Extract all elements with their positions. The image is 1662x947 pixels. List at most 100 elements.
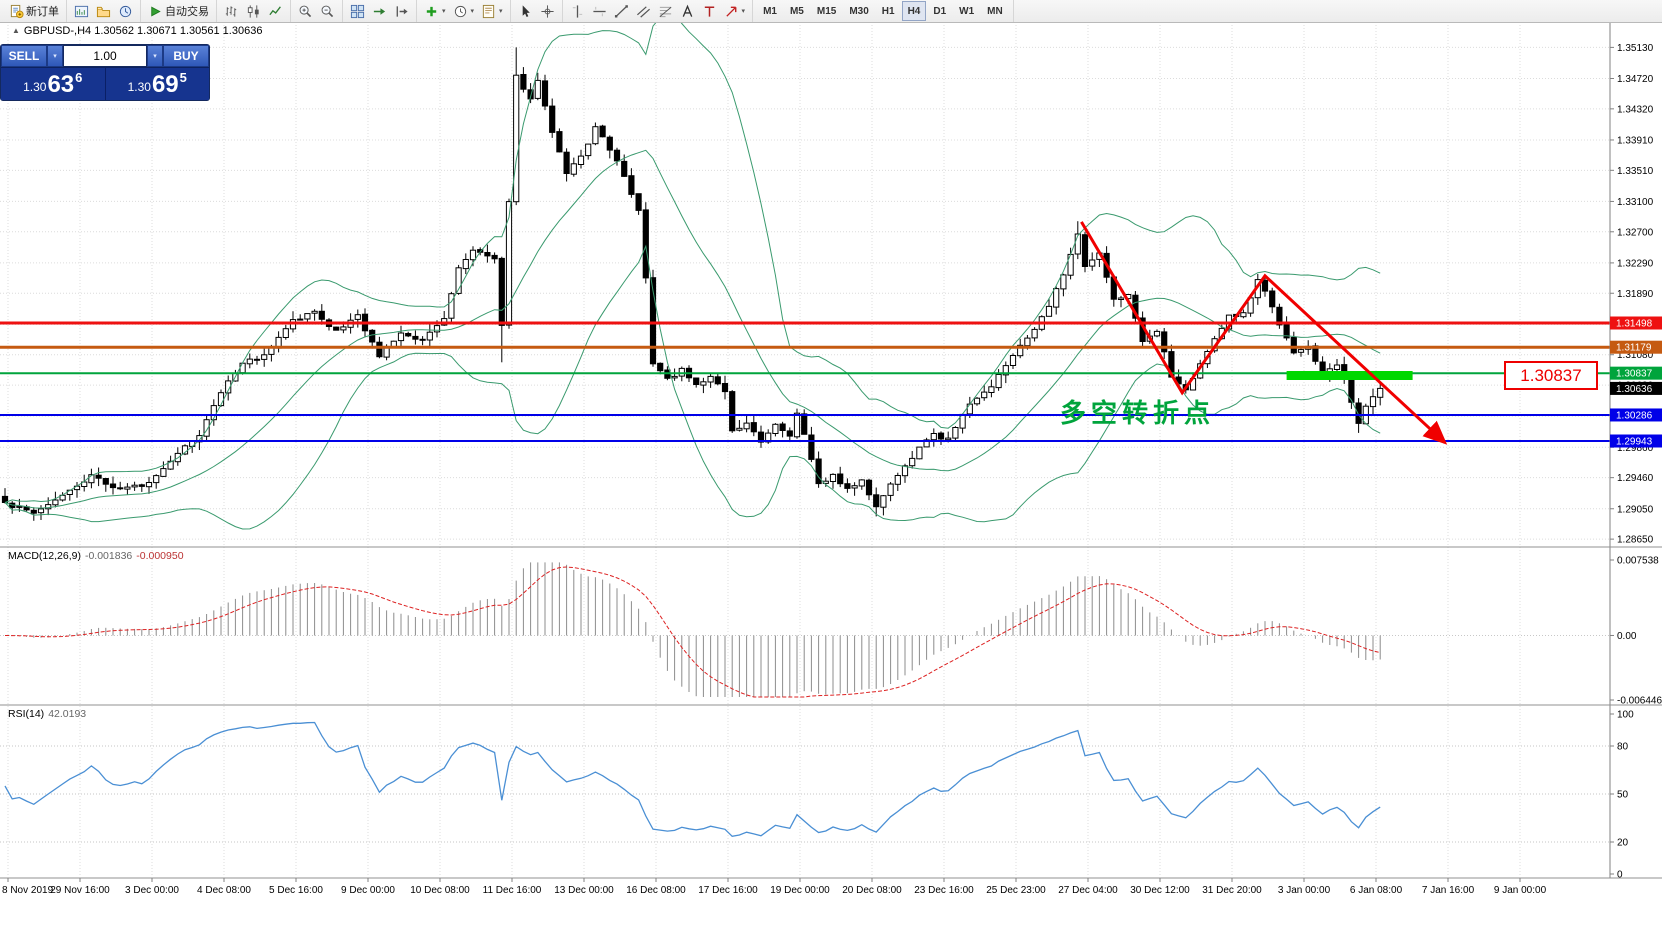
timeframe-w1[interactable]: W1 [953, 1, 980, 21]
sell-price-display[interactable]: 1.30 63 6 [1, 68, 105, 100]
autotrading-button[interactable]: 自动交易 [145, 1, 212, 21]
cursor-button[interactable] [515, 1, 536, 21]
lot-size-input[interactable] [63, 45, 147, 67]
time-tick-label: 7 Jan 16:00 [1422, 885, 1475, 896]
label-button[interactable] [699, 1, 720, 21]
candles [1, 47, 1384, 521]
caret-down-icon: ▾ [741, 8, 746, 15]
auto-scroll-button[interactable] [369, 1, 390, 21]
toolbar-group [67, 0, 141, 22]
axis-tick-label: 1.29460 [1617, 473, 1654, 484]
annotation-text[interactable]: 多空转折点 [1060, 398, 1216, 428]
candle-body [1161, 331, 1168, 353]
tile-windows-button[interactable] [347, 1, 368, 21]
candle-body [657, 362, 664, 372]
candle-body [858, 479, 865, 487]
trend-arrow[interactable] [1080, 221, 1448, 445]
templates-icon [481, 4, 496, 19]
axis-tick-label: 0.00 [1617, 631, 1637, 642]
market-watch-button[interactable] [115, 1, 136, 21]
trendline-button[interactable] [611, 1, 632, 21]
periods-button[interactable]: ▾ [450, 1, 478, 21]
candle-body [909, 457, 916, 467]
candle-body [1377, 387, 1384, 398]
axis-tick-label: 1.35130 [1617, 43, 1654, 54]
highlight-rectangle[interactable] [1286, 371, 1413, 380]
zoom-in-button[interactable] [295, 1, 316, 21]
chart-shift-button[interactable] [391, 1, 412, 21]
bar-chart-button[interactable] [221, 1, 242, 21]
candle-body [1009, 355, 1017, 366]
candle-body [520, 74, 527, 90]
crosshair-button[interactable] [537, 1, 558, 21]
candle-chart-button[interactable] [243, 1, 264, 21]
shapes-button[interactable]: ▾ [721, 1, 749, 21]
new-order-button[interactable]: 新订单 [6, 1, 62, 21]
timeframe-h1[interactable]: H1 [876, 1, 901, 21]
candle-body [160, 468, 167, 477]
timeframe-m30[interactable]: M30 [843, 1, 874, 21]
candle-body [1290, 337, 1297, 354]
axis-price-tag-label: 1.29943 [1616, 437, 1653, 448]
candle-body [750, 422, 757, 433]
toolbar-group [511, 0, 563, 22]
time-tick-label: 13 Dec 00:00 [554, 885, 614, 896]
candle-body [1276, 306, 1283, 326]
axis-price-tag-label: 1.31179 [1616, 343, 1652, 354]
candle-body [1017, 344, 1024, 357]
timeframe-d1[interactable]: D1 [927, 1, 952, 21]
channel-button[interactable] [633, 1, 654, 21]
zoom-out-button[interactable] [317, 1, 338, 21]
timeframe-m15[interactable]: M15 [811, 1, 842, 21]
timeframe-h4[interactable]: H4 [901, 1, 927, 21]
candle-body [397, 332, 405, 342]
indicators-button[interactable]: ▾ [421, 1, 449, 21]
candle-body [721, 383, 729, 393]
time-tick-label: 11 Dec 16:00 [483, 885, 542, 896]
time-tick-label: 27 Dec 04:00 [1058, 885, 1118, 896]
buy-price-prefix: 1.30 [127, 80, 151, 94]
axis-tick-label: 1.34320 [1617, 104, 1654, 115]
buy-price-display[interactable]: 1.30 69 5 [104, 68, 210, 100]
candle-body [145, 482, 153, 488]
candle-body [369, 329, 376, 343]
timeframe-mn[interactable]: MN [981, 1, 1009, 21]
horizontal-line-button[interactable] [589, 1, 610, 21]
axis-tick-label: 1.29050 [1617, 504, 1654, 515]
zoom-in-icon [298, 4, 313, 19]
fibonacci-button[interactable] [655, 1, 676, 21]
axis-tick-label: 1.31080 [1617, 350, 1654, 361]
price-callout-label[interactable]: 1.30837 [1504, 361, 1598, 390]
profiles-button[interactable] [93, 1, 114, 21]
candle-body [844, 483, 851, 489]
text-button[interactable] [677, 1, 698, 21]
buy-options-caret-icon[interactable] [147, 45, 163, 67]
timeframe-m1[interactable]: M1 [757, 1, 783, 21]
buy-button[interactable]: BUY [163, 45, 209, 67]
line-chart-button[interactable] [265, 1, 286, 21]
candle-body [376, 341, 383, 358]
vertical-line-button[interactable] [567, 1, 588, 21]
axis-tick-label: 1.34720 [1617, 74, 1654, 85]
candle-body [1369, 396, 1377, 408]
timeframe-m5[interactable]: M5 [784, 1, 810, 21]
candle-body [426, 331, 433, 341]
candle-body [988, 386, 995, 393]
macd-signal-value: -0.000950 [136, 550, 184, 562]
buy-price-sup: 5 [179, 70, 187, 85]
candle-body [340, 326, 347, 331]
candle-body [95, 474, 102, 479]
axis-tick-label: 0 [1617, 870, 1623, 881]
trade-panel-controls: SELL BUY [1, 45, 209, 67]
candle-body [945, 437, 952, 441]
sell-options-caret-icon[interactable] [47, 45, 63, 67]
sell-button[interactable]: SELL [1, 45, 47, 67]
candle-body [534, 79, 541, 99]
templates-button[interactable]: ▾ [478, 1, 506, 21]
price-axis[interactable]: 1.35130 1.34720 1.34320 1.33910 1.33510 1.331… [1609, 22, 1662, 881]
candle-body [333, 326, 340, 331]
candle-body [131, 484, 138, 488]
charts-button[interactable] [71, 1, 92, 21]
